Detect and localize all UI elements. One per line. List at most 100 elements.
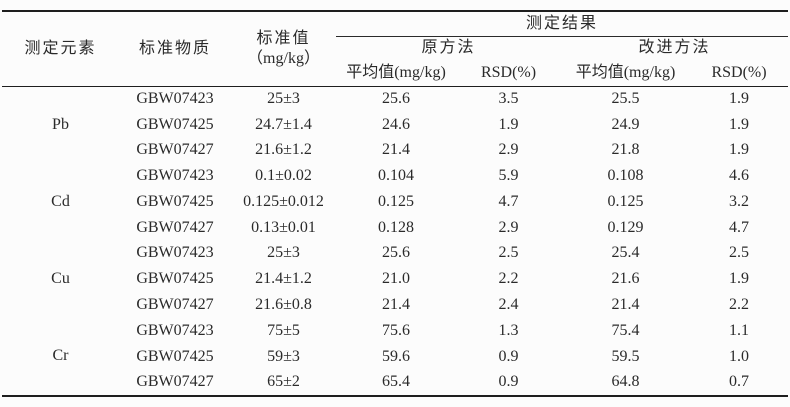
table-row: GBW07425 24.7±1.4 24.6 1.9 24.9 1.9 bbox=[2, 112, 788, 138]
measurement-results-table: 测定元素 标准物质 标准值 （mg/kg） 测定结果 原方法 改进方法 平均值(… bbox=[2, 10, 789, 397]
impr-mean-cell: 25.5 bbox=[611, 89, 640, 107]
impr-mean-cell: 75.4 bbox=[611, 321, 640, 339]
header-mean-original: 平均值(mg/kg) bbox=[346, 63, 446, 81]
standard-cell: 21.6±0.8 bbox=[255, 296, 312, 314]
header-mean-improved: 平均值(mg/kg) bbox=[575, 63, 676, 81]
material-cell: GBW07427 bbox=[136, 218, 214, 236]
orig-rsd-cell: 3.5 bbox=[498, 89, 519, 107]
orig-mean-cell: 75.6 bbox=[382, 321, 410, 339]
impr-rsd-cell: 1.0 bbox=[729, 347, 749, 365]
impr-mean-cell: 0.108 bbox=[607, 167, 644, 185]
orig-mean-cell: 65.4 bbox=[382, 372, 410, 390]
orig-mean-cell: 0.125 bbox=[378, 192, 414, 210]
orig-mean-cell: 24.6 bbox=[382, 115, 410, 133]
table-header: 测定元素 标准物质 标准值 （mg/kg） 测定结果 原方法 改进方法 平均值(… bbox=[2, 11, 789, 86]
material-cell: GBW07425 bbox=[136, 115, 214, 133]
table-row: GBW07427 21.6±1.2 21.4 2.9 21.8 1.9 bbox=[2, 138, 788, 164]
impr-rsd-cell: 1.9 bbox=[729, 141, 749, 159]
standard-cell: 25±3 bbox=[267, 89, 300, 107]
orig-mean-cell: 0.128 bbox=[378, 218, 414, 236]
orig-mean-cell: 0.104 bbox=[378, 167, 414, 185]
orig-mean-cell: 25.6 bbox=[382, 89, 410, 107]
table-row: GBW07425 0.125±0.012 0.125 4.7 0.125 3.2 bbox=[2, 189, 788, 215]
header-standard-label: 标准值 bbox=[256, 29, 311, 47]
table-row: GBW07427 21.6±0.8 21.4 2.4 21.4 2.2 bbox=[2, 292, 788, 318]
material-cell: GBW07427 bbox=[136, 296, 214, 314]
header-rsd-original: RSD(%) bbox=[480, 63, 537, 81]
orig-mean-cell: 59.6 bbox=[382, 347, 410, 365]
impr-rsd-cell: 1.9 bbox=[729, 270, 749, 288]
material-cell: GBW07423 bbox=[136, 321, 214, 339]
table-row: GBW07425 21.4±1.2 21.0 2.2 21.6 1.9 bbox=[2, 267, 788, 293]
header-results-spanner: 测定结果 bbox=[336, 11, 789, 37]
standard-cell: 0.125±0.012 bbox=[243, 192, 324, 210]
table-row: GBW07427 0.13±0.01 0.128 2.9 0.129 4.7 bbox=[2, 215, 788, 241]
orig-rsd-cell: 5.9 bbox=[498, 167, 519, 185]
table-row: GBW07427 65±2 65.4 0.9 64.8 0.7 bbox=[2, 370, 788, 396]
impr-mean-cell: 25.4 bbox=[611, 244, 640, 262]
impr-mean-cell: 24.9 bbox=[611, 115, 640, 133]
orig-rsd-cell: 2.5 bbox=[498, 244, 519, 262]
impr-mean-cell: 0.129 bbox=[607, 218, 644, 236]
orig-mean-cell: 21.0 bbox=[382, 270, 410, 288]
table-row: Pb GBW07423 25±3 25.6 3.5 25.5 1.9 bbox=[2, 86, 788, 133]
impr-rsd-cell: 0.7 bbox=[729, 372, 749, 390]
impr-rsd-cell: 3.2 bbox=[729, 192, 749, 210]
material-cell: GBW07423 bbox=[136, 89, 214, 107]
standard-cell: 21.6±1.2 bbox=[255, 141, 312, 159]
impr-mean-cell: 21.6 bbox=[611, 270, 640, 288]
header-row-methods: 原方法 改进方法 bbox=[2, 36, 788, 60]
header-standard-value: 标准值 （mg/kg） bbox=[231, 11, 336, 86]
impr-rsd-cell: 2.5 bbox=[729, 244, 749, 262]
impr-rsd-cell: 1.9 bbox=[729, 89, 749, 107]
impr-mean-cell: 21.4 bbox=[611, 296, 640, 314]
table-row: Cd GBW07423 0.1±0.02 0.104 5.9 0.108 4.6 bbox=[2, 163, 788, 210]
material-cell: GBW07425 bbox=[136, 347, 214, 365]
element-cell: Pb bbox=[52, 115, 69, 133]
paper-page: 测定元素 标准物质 标准值 （mg/kg） 测定结果 原方法 改进方法 平均值(… bbox=[2, 10, 789, 397]
standard-cell: 59±3 bbox=[267, 347, 300, 365]
orig-rsd-cell: 1.9 bbox=[498, 115, 519, 133]
material-cell: GBW07427 bbox=[136, 141, 214, 159]
standard-cell: 65±2 bbox=[267, 372, 300, 390]
impr-mean-cell: 64.8 bbox=[611, 372, 640, 390]
impr-rsd-cell: 4.7 bbox=[729, 218, 749, 236]
orig-mean-cell: 21.4 bbox=[382, 296, 410, 314]
header-element: 测定元素 bbox=[24, 39, 97, 57]
table-row: GBW07425 59±3 59.6 0.9 59.5 1.0 bbox=[2, 344, 788, 370]
header-row-results: 测定元素 标准物质 标准值 （mg/kg） 测定结果 bbox=[2, 11, 789, 67]
impr-mean-cell: 59.5 bbox=[611, 347, 640, 365]
orig-rsd-cell: 2.2 bbox=[498, 270, 519, 288]
impr-rsd-cell: 4.6 bbox=[729, 167, 749, 185]
impr-rsd-cell: 1.9 bbox=[729, 115, 749, 133]
material-cell: GBW07425 bbox=[136, 192, 214, 210]
impr-mean-cell: 21.8 bbox=[611, 141, 640, 159]
standard-cell: 25±3 bbox=[267, 244, 300, 262]
orig-rsd-cell: 0.9 bbox=[498, 347, 519, 365]
header-row-metrics: 平均值(mg/kg) RSD(%) 平均值(mg/kg) RSD(%) bbox=[2, 60, 788, 86]
standard-cell: 0.1±0.02 bbox=[255, 167, 312, 185]
orig-rsd-cell: 2.9 bbox=[498, 141, 519, 159]
header-material: 标准物质 bbox=[138, 39, 211, 57]
header-rsd-improved: RSD(%) bbox=[711, 63, 767, 81]
orig-mean-cell: 21.4 bbox=[382, 141, 410, 159]
impr-mean-cell: 0.125 bbox=[607, 192, 644, 210]
header-standard-unit: （mg/kg） bbox=[247, 49, 320, 67]
impr-rsd-cell: 2.2 bbox=[729, 296, 749, 314]
orig-rsd-cell: 1.3 bbox=[498, 321, 519, 339]
orig-rsd-cell: 2.4 bbox=[498, 296, 519, 314]
element-cell: Cr bbox=[52, 347, 69, 365]
impr-rsd-cell: 1.1 bbox=[729, 321, 749, 339]
standard-cell: 75±5 bbox=[267, 321, 300, 339]
standard-cell: 0.13±0.01 bbox=[251, 218, 316, 236]
element-cell: Cu bbox=[51, 270, 70, 288]
orig-rsd-cell: 4.7 bbox=[498, 192, 519, 210]
header-method-improved: 改进方法 bbox=[638, 39, 711, 57]
orig-mean-cell: 25.6 bbox=[382, 244, 410, 262]
table-row: Cu GBW07423 25±3 25.6 2.5 25.4 2.5 bbox=[2, 241, 788, 287]
material-cell: GBW07427 bbox=[136, 372, 214, 390]
material-cell: GBW07425 bbox=[136, 270, 214, 288]
orig-rsd-cell: 0.9 bbox=[498, 372, 519, 390]
element-cell: Cd bbox=[51, 192, 70, 210]
standard-cell: 21.4±1.2 bbox=[255, 270, 312, 288]
